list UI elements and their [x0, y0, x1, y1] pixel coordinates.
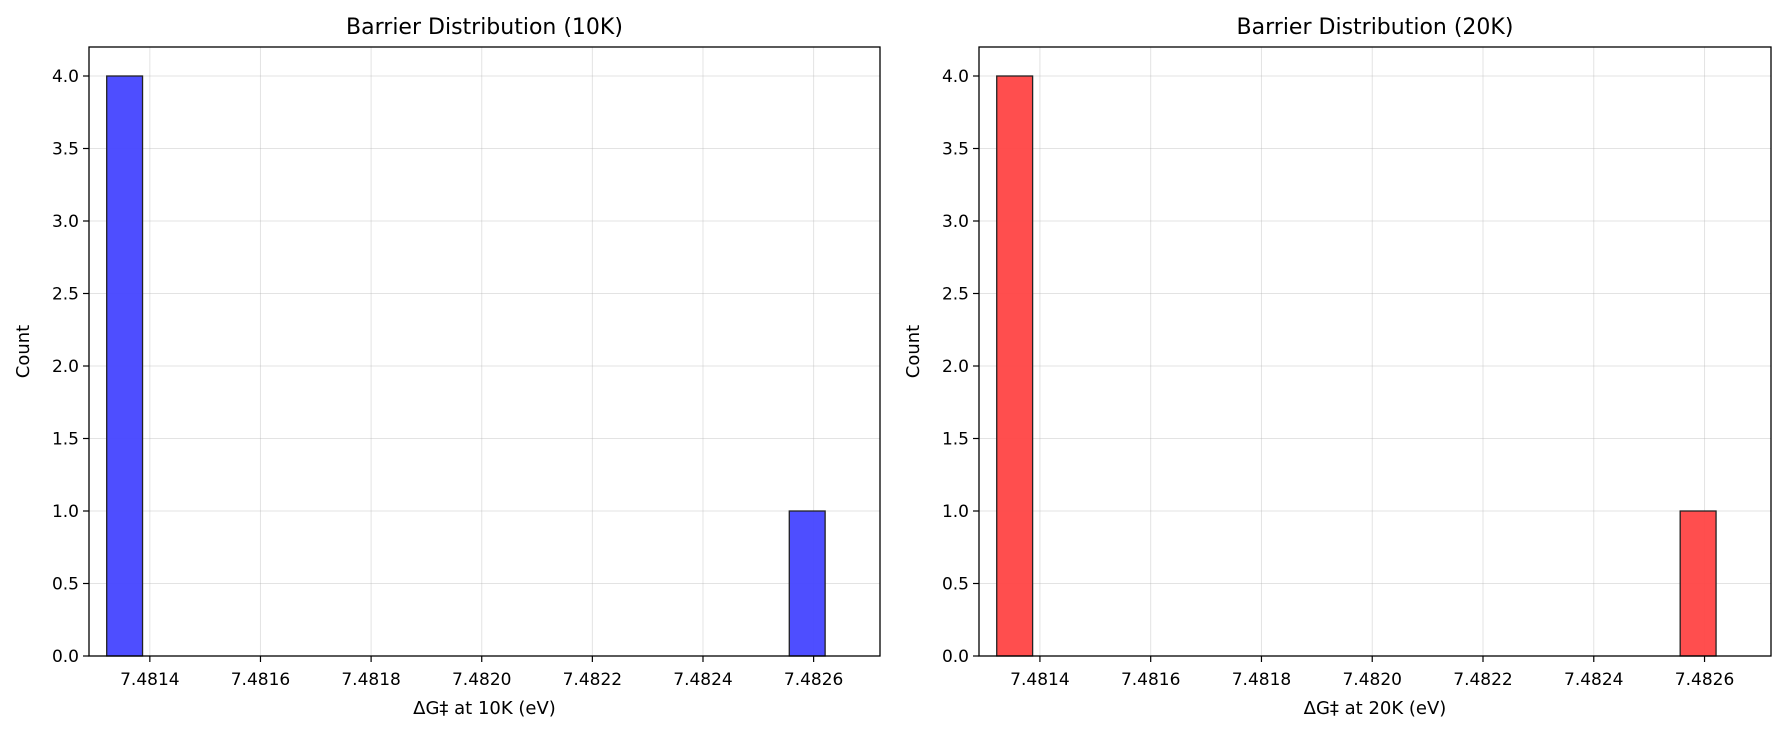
chart-panel-20k: 7.4814 7.4816 7.4818 7.4820 7.4822 7.4824 7.48…	[903, 15, 1772, 719]
y-tick-label: 3.0	[52, 212, 79, 232]
y-axis-label-20k: Count	[903, 325, 924, 378]
y-tick-label: 1.5	[52, 430, 79, 450]
x-tick-label: 7.4824	[1564, 670, 1623, 690]
y-tick-label: 2.5	[942, 285, 969, 305]
y-tick-label: 2.0	[52, 357, 79, 377]
histogram-bar	[996, 75, 1034, 657]
x-axis-label-10k: ΔG‡ at 10K (eV)	[413, 698, 556, 719]
chart-title-20k: Barrier Distribution (20K)	[1237, 15, 1514, 40]
y-tick-label: 0.0	[942, 647, 969, 667]
y-tick-label: 0.5	[52, 575, 79, 595]
y-tick-label: 1.0	[942, 502, 969, 522]
histogram-bar	[788, 510, 826, 657]
x-tick-label: 7.4826	[784, 670, 843, 690]
x-tick-label: 7.4818	[1232, 670, 1291, 690]
y-tick-label: 0.5	[942, 575, 969, 595]
x-tick-label: 7.4824	[673, 670, 732, 690]
histogram-bar	[106, 75, 144, 657]
x-tick-label: 7.4816	[1121, 670, 1180, 690]
chart-panel-10k: 7.4814 7.4816 7.4818 7.4820 7.4822 7.4824 7.48…	[13, 15, 881, 719]
y-tick-label: 1.5	[942, 430, 969, 450]
y-tick-label: 1.0	[52, 502, 79, 522]
x-tick-label: 7.4822	[1453, 670, 1512, 690]
y-tick-label: 2.5	[52, 285, 79, 305]
plot-frame	[88, 46, 881, 657]
y-tick-label: 0.0	[52, 647, 79, 667]
x-tick-label: 7.4816	[231, 670, 290, 690]
x-tick-label: 7.4818	[341, 670, 400, 690]
x-tick-label: 7.4826	[1675, 670, 1734, 690]
chart-title-10k: Barrier Distribution (10K)	[346, 15, 623, 40]
y-tick-label: 2.0	[942, 357, 969, 377]
y-tick-label: 3.5	[52, 140, 79, 160]
histogram-bar	[1679, 510, 1717, 657]
x-tick-label: 7.4814	[1010, 670, 1069, 690]
y-tick-label: 4.0	[52, 67, 79, 87]
x-tick-label: 7.4820	[452, 670, 511, 690]
x-tick-label: 7.4822	[563, 670, 622, 690]
y-axis-label-10k: Count	[13, 325, 34, 378]
y-tick-label: 4.0	[942, 67, 969, 87]
x-axis-label-20k: ΔG‡ at 20K (eV)	[1304, 698, 1447, 719]
plot-frame	[978, 46, 1772, 657]
x-tick-label: 7.4814	[120, 670, 179, 690]
y-tick-label: 3.5	[942, 140, 969, 160]
x-tick-label: 7.4820	[1342, 670, 1401, 690]
y-tick-label: 3.0	[942, 212, 969, 232]
